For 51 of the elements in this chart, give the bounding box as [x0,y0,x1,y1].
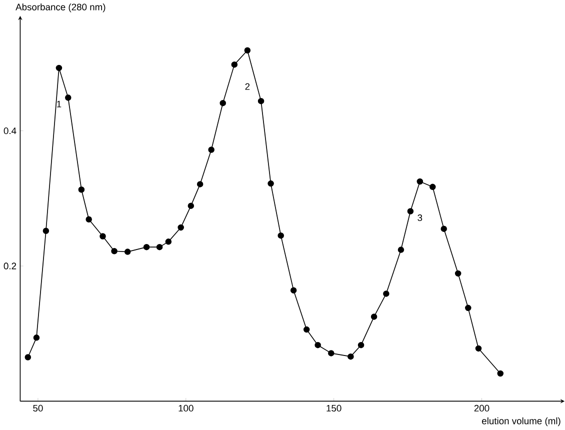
point [454,270,462,277]
point [430,184,436,190]
point [290,287,297,294]
point [328,350,334,357]
point [416,178,424,185]
point [268,180,274,187]
x-tick-label: 150 [326,405,342,412]
point [178,224,184,231]
point [208,146,214,154]
x-tick-label: 200 [474,405,490,412]
point [348,354,354,360]
y-axis-title: Absorbance (280 nm) [16,4,106,12]
x-tick-label: 50 [33,405,43,412]
point [475,346,482,352]
point [143,244,150,250]
point [42,228,50,234]
point [111,248,118,254]
point [398,246,404,254]
point [220,100,226,106]
x-tick-label: 100 [178,405,194,412]
point [244,47,251,54]
point [370,314,378,320]
y-tick-label: 0.4 [4,128,16,134]
point [303,326,310,333]
point [314,342,321,348]
annotation: 1 [57,101,62,108]
y-tick-label: 0.2 [4,262,16,270]
point [196,181,204,188]
point [231,62,238,68]
point [86,216,92,223]
annotation: 3 [418,214,422,222]
point [440,226,448,232]
point [465,304,472,312]
point [165,238,172,245]
point [100,233,106,240]
x-axis-title: elution volume (ml) [482,418,560,426]
point [278,232,284,239]
point [56,65,62,72]
point [258,98,264,104]
annotation: 2 [245,83,250,90]
point [383,290,390,298]
point [24,354,32,361]
point [407,208,414,215]
point [497,370,504,377]
point [124,248,131,256]
point [65,94,72,102]
point [156,244,163,250]
point [78,186,85,193]
point [33,334,40,341]
point [358,342,364,348]
point [188,202,194,210]
